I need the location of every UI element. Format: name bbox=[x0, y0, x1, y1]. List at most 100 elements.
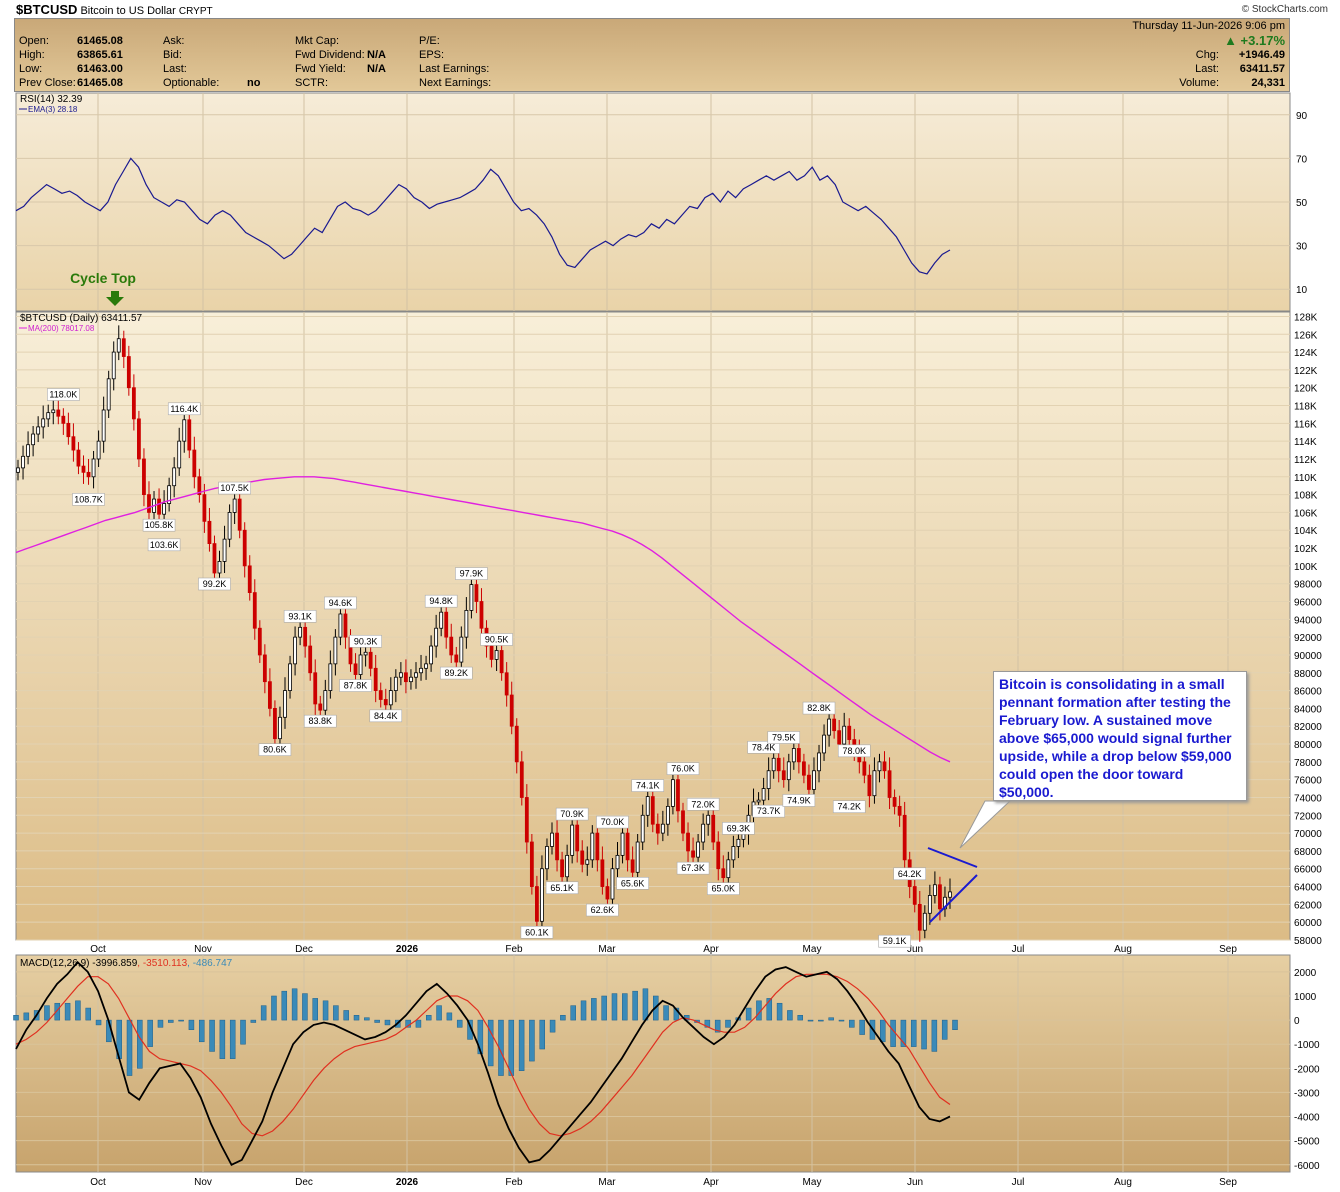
price-tick-label: 98000 bbox=[1294, 580, 1322, 591]
candle bbox=[96, 440, 101, 460]
stockcharts-brand[interactable]: © StockCharts.com bbox=[1241, 4, 1328, 15]
macd-histogram-bar bbox=[168, 1019, 174, 1023]
candle bbox=[802, 761, 806, 776]
macd-histogram-bar bbox=[745, 1007, 752, 1021]
candle bbox=[378, 690, 383, 700]
candle bbox=[172, 467, 177, 487]
macd-histogram-bar bbox=[580, 1000, 587, 1021]
candle bbox=[273, 707, 277, 740]
candle bbox=[142, 458, 146, 496]
x-tick-label: Jun bbox=[907, 1177, 923, 1188]
candle bbox=[585, 859, 590, 865]
x-tick-label: Oct bbox=[90, 944, 106, 955]
fwd-dividend-value: N/A bbox=[367, 49, 386, 61]
macd-histogram-bar bbox=[529, 1019, 535, 1062]
macd-histogram-bar bbox=[229, 1019, 236, 1059]
candle bbox=[524, 797, 529, 843]
price-label: 87.8K bbox=[344, 681, 368, 691]
candle bbox=[222, 538, 227, 562]
candle bbox=[625, 832, 630, 861]
macd-histogram-bar bbox=[384, 1019, 391, 1026]
candle bbox=[202, 494, 207, 522]
price-tick-label: 128K bbox=[1294, 312, 1318, 323]
candle bbox=[917, 903, 922, 931]
price-label: 116.4K bbox=[170, 404, 198, 414]
macd-histogram-bar bbox=[518, 1019, 525, 1071]
macd-histogram-bar bbox=[23, 1012, 30, 1021]
price-label-box bbox=[802, 701, 836, 715]
candle bbox=[429, 645, 434, 665]
candle bbox=[761, 788, 766, 801]
price-label-box bbox=[666, 762, 700, 775]
price-label-box bbox=[722, 822, 755, 835]
price-label: 80.6K bbox=[263, 745, 287, 755]
candle bbox=[333, 636, 338, 665]
candle bbox=[882, 761, 887, 772]
macd-panel bbox=[15, 954, 1291, 1173]
candle bbox=[519, 761, 524, 798]
price-label-box bbox=[218, 481, 251, 495]
macd-histogram-bar bbox=[95, 1019, 102, 1026]
macd-histogram-bar bbox=[198, 1019, 205, 1043]
price-label: 65.0K bbox=[712, 884, 736, 894]
macd-histogram-bar bbox=[591, 998, 597, 1021]
prev-close-value: 61465.08 bbox=[77, 77, 123, 89]
candle bbox=[449, 636, 454, 656]
candle bbox=[106, 378, 111, 411]
x-tick-label: Feb bbox=[505, 1177, 523, 1188]
price-label-box bbox=[686, 797, 720, 811]
candle bbox=[16, 467, 20, 473]
candle bbox=[847, 725, 852, 740]
macd-histogram-bar bbox=[85, 1007, 91, 1021]
candle bbox=[398, 672, 403, 678]
volume-value: 24,331 bbox=[1251, 77, 1285, 89]
candle bbox=[252, 592, 257, 629]
macd-histogram-bar bbox=[147, 1019, 153, 1047]
price-tick-label: 90000 bbox=[1294, 651, 1322, 662]
candle bbox=[86, 471, 91, 478]
macd-histogram-bar bbox=[250, 1019, 257, 1023]
candle bbox=[257, 627, 262, 656]
cycle-top-label: Cycle Top bbox=[70, 270, 136, 286]
macd-histogram-bar bbox=[931, 1019, 938, 1052]
macd-histogram-bar bbox=[219, 1019, 226, 1059]
rsi-tick-label: 50 bbox=[1296, 198, 1308, 209]
macd-histogram-bar bbox=[663, 1005, 669, 1021]
candle bbox=[192, 449, 197, 478]
price-label-box bbox=[706, 882, 740, 895]
quote-header-panel: Open: 61465.08 High: 63865.61 Low: 61463… bbox=[14, 18, 1290, 92]
candle bbox=[187, 419, 192, 451]
candle bbox=[877, 761, 882, 772]
macd-tick-label: -5000 bbox=[1294, 1137, 1320, 1148]
macd-histogram-bar bbox=[54, 1002, 61, 1021]
candle bbox=[610, 868, 615, 900]
candle bbox=[620, 832, 625, 856]
candle bbox=[817, 752, 821, 772]
candle bbox=[414, 672, 418, 678]
x-tick-label: May bbox=[803, 944, 822, 955]
price-tick-label: 70000 bbox=[1294, 829, 1322, 840]
macd-histogram-bar bbox=[611, 993, 618, 1021]
candle bbox=[147, 494, 151, 513]
candle bbox=[237, 498, 242, 531]
x-tick-label: Oct bbox=[90, 1177, 106, 1188]
macd-histogram-bar bbox=[209, 1019, 215, 1052]
macd-histogram-bar bbox=[828, 1017, 834, 1021]
candle bbox=[822, 734, 826, 754]
candle bbox=[676, 779, 680, 812]
open-value: 61465.08 bbox=[77, 35, 123, 47]
volume-label: Volume: bbox=[1179, 77, 1219, 89]
candle bbox=[494, 650, 499, 660]
candle bbox=[580, 850, 585, 865]
price-tick-label: 100K bbox=[1294, 562, 1318, 573]
price-label: 90.3K bbox=[354, 636, 378, 646]
candle bbox=[197, 476, 202, 496]
price-tick-label: 124K bbox=[1294, 348, 1318, 359]
candle bbox=[439, 611, 444, 629]
candle bbox=[706, 814, 711, 825]
candle bbox=[776, 757, 781, 772]
candle bbox=[242, 529, 247, 567]
ma-legend: MA(200) 78017.08 bbox=[28, 324, 95, 333]
last-right-label: Last: bbox=[1195, 63, 1219, 75]
macd-histogram-bar bbox=[776, 1002, 783, 1021]
